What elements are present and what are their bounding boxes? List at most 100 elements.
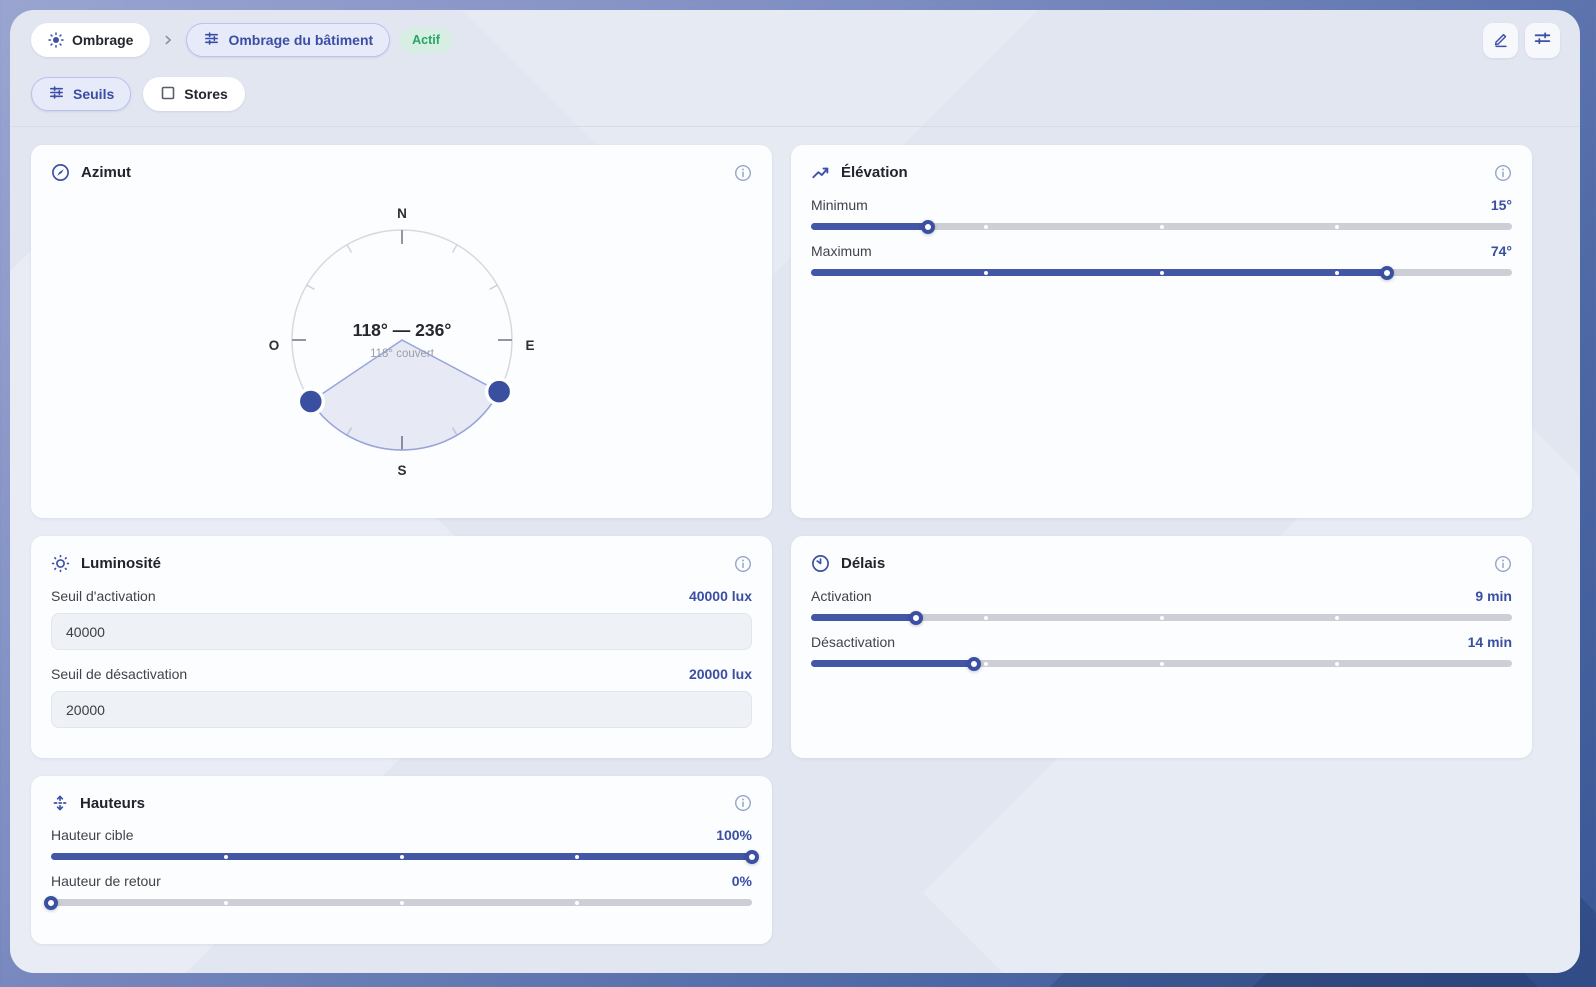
slider-label: Activation — [811, 588, 872, 604]
breadcrumb-label: Ombrage du bâtiment — [228, 32, 374, 48]
pencil-icon — [1492, 30, 1510, 51]
compass-south-label: S — [397, 463, 406, 478]
slider-handle[interactable] — [967, 656, 982, 671]
slider-fill — [811, 269, 1388, 276]
breadcrumb-label: Ombrage — [72, 32, 134, 48]
header-divider — [10, 126, 1580, 127]
slider-label: Maximum — [811, 243, 872, 259]
header: Ombrage Ombrage du bâtiment Actif — [10, 10, 1580, 127]
slider-tick — [984, 270, 989, 275]
edit-button[interactable] — [1483, 22, 1518, 58]
card-title: Azimut — [81, 164, 131, 181]
slider-track[interactable] — [44, 895, 752, 910]
slider-value: 14 min — [1467, 634, 1512, 650]
slider-label: Minimum — [811, 197, 868, 213]
slider-tick — [224, 854, 229, 859]
compass-icon — [51, 163, 70, 182]
slider-track[interactable] — [811, 610, 1512, 625]
deactivation-threshold-input[interactable] — [51, 691, 752, 728]
slider-label: Hauteur cible — [51, 827, 134, 843]
info-icon[interactable] — [734, 794, 752, 812]
breadcrumb-item-ombrage[interactable]: Ombrage — [31, 23, 151, 57]
slider-hauteur-cible: Hauteur cible 100% — [51, 827, 759, 864]
tab-seuils[interactable]: Seuils — [31, 77, 132, 111]
slider-tick — [1334, 270, 1339, 275]
slider-fill — [811, 614, 917, 621]
slider-delai-activation: Activation 9 min — [811, 588, 1512, 625]
slider-value: 15° — [1490, 197, 1512, 213]
compass-west-label: O — [268, 338, 279, 353]
info-icon[interactable] — [734, 164, 752, 182]
slider-tick — [574, 900, 579, 905]
slider-track[interactable] — [51, 849, 759, 864]
tab-stores[interactable]: Stores — [143, 77, 245, 111]
breadcrumb-item-current[interactable]: Ombrage du bâtiment — [186, 23, 391, 57]
azimuth-start-handle[interactable] — [484, 377, 513, 406]
azimuth-compass[interactable]: N E S O 118° — 236° 118° couvert — [252, 190, 552, 490]
slider-track[interactable] — [811, 265, 1512, 280]
slider-fill — [811, 660, 975, 667]
slider-handle[interactable] — [745, 849, 759, 864]
slider-tick — [1159, 224, 1164, 229]
slider-tick — [399, 900, 404, 905]
slider-handle[interactable] — [1380, 265, 1395, 280]
slider-elevation-minimum: Minimum 15° — [811, 197, 1512, 234]
card-delais: Délais Activation 9 min — [791, 536, 1532, 758]
azimuth-end-handle[interactable] — [296, 387, 325, 416]
adjust-settings-button[interactable] — [1525, 22, 1560, 58]
slider-label: Désactivation — [811, 634, 896, 650]
status-badge: Actif — [400, 27, 452, 53]
field-activation-threshold: Seuil d'activation 40000 lux — [51, 588, 752, 650]
tab-label: Stores — [184, 86, 228, 102]
slider-fill — [811, 223, 929, 230]
slider-value: 0% — [731, 873, 752, 889]
card-title: Luminosité — [81, 555, 162, 572]
compass-east-label: E — [525, 338, 534, 353]
card-title: Délais — [841, 555, 886, 572]
slider-value: 100% — [716, 827, 752, 843]
field-deactivation-threshold: Seuil de désactivation 20000 lux — [51, 666, 752, 728]
brightness-icon — [51, 554, 70, 573]
slider-tick — [984, 224, 989, 229]
slider-handle[interactable] — [921, 219, 936, 234]
slider-track[interactable] — [811, 656, 1512, 671]
slider-value: 9 min — [1475, 588, 1512, 604]
slider-tick — [984, 661, 989, 666]
card-title: Hauteurs — [80, 794, 146, 812]
azimuth-covered-label: 118° couvert — [370, 348, 435, 360]
activation-threshold-input[interactable] — [51, 613, 752, 650]
slider-handle[interactable] — [909, 610, 924, 625]
card-elevation: Élévation Minimum 15° — [791, 145, 1532, 518]
slider-value: 74° — [1490, 243, 1512, 259]
main-content: Azimut N E S O 118° — 23 — [10, 127, 1580, 944]
card-hauteurs: Hauteurs Hauteur cible 100% — [31, 776, 772, 944]
slider-tick — [1159, 270, 1164, 275]
slider-track[interactable] — [811, 219, 1512, 234]
info-icon[interactable] — [1494, 164, 1512, 182]
sliders-icon — [203, 30, 220, 50]
info-icon[interactable] — [1494, 555, 1512, 573]
slider-tick — [1334, 661, 1339, 666]
slider-tick — [224, 900, 229, 905]
slider-elevation-maximum: Maximum 74° — [811, 243, 1512, 280]
tab-label: Seuils — [73, 86, 115, 102]
field-label: Seuil d'activation — [51, 588, 156, 604]
chevron-right-icon — [161, 33, 175, 47]
slider-delai-desactivation: Désactivation 14 min — [811, 634, 1512, 671]
compass-north-label: N — [397, 206, 407, 221]
sun-icon — [48, 32, 64, 48]
height-icon — [51, 794, 69, 812]
card-luminosite: Luminosité Seuil d'activation 40000 lux … — [31, 536, 772, 758]
slider-handle[interactable] — [44, 895, 58, 910]
info-icon[interactable] — [734, 555, 752, 573]
field-value: 20000 lux — [688, 666, 752, 682]
tab-bar: Seuils Stores — [31, 77, 1560, 111]
trend-up-icon — [811, 163, 830, 182]
compass-handles — [296, 377, 513, 416]
slider-tick — [399, 854, 404, 859]
slider-hauteur-retour: Hauteur de retour 0% — [44, 873, 752, 910]
azimuth-sector[interactable] — [309, 339, 500, 451]
card-azimut: Azimut N E S O 118° — 23 — [31, 145, 772, 518]
slider-tick — [984, 615, 989, 620]
slider-tick — [1159, 615, 1164, 620]
